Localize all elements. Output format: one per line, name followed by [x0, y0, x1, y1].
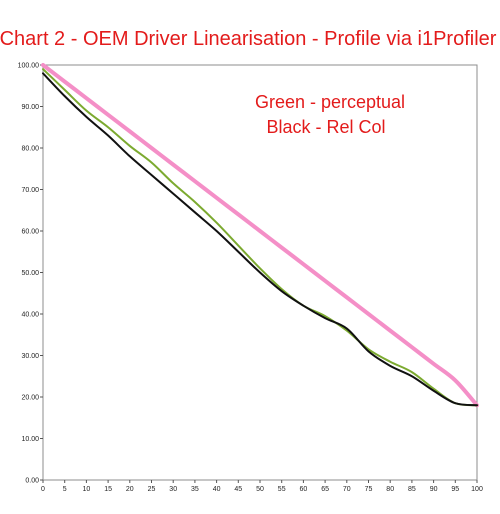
annotation-green-perceptual: Green - perceptual [255, 92, 405, 112]
x-tick-label: 75 [365, 486, 373, 493]
x-tick-label: 85 [408, 486, 416, 493]
x-tick-label: 5 [63, 486, 67, 493]
y-tick-label: 40.00 [21, 312, 39, 319]
y-tick-label: 0.00 [25, 478, 39, 485]
y-tick-label: 80.00 [21, 146, 39, 153]
series-line-perceptual [42, 68, 478, 407]
y-tick-label: 60.00 [21, 229, 39, 236]
y-tick-label: 10.00 [21, 436, 39, 443]
x-tick-label: 20 [126, 486, 134, 493]
y-tick-label: 90.00 [21, 104, 39, 111]
annotation-black-rel-col: Black - Rel Col [266, 117, 385, 137]
y-tick-label: 50.00 [21, 270, 39, 277]
plot-area: 0.00 10.00 20.00 30.00 40.00 50.00 60.00 70.00 8… [18, 63, 483, 494]
x-tick-label: 70 [343, 486, 351, 493]
x-tick-label: 0 [41, 486, 45, 493]
x-tick-label: 60 [300, 486, 308, 493]
series-line-reference [41, 63, 479, 408]
x-tick-label: 65 [321, 486, 329, 493]
y-tick-label: 100.00 [18, 63, 40, 70]
x-tick-label: 50 [256, 486, 264, 493]
x-tick-label: 25 [148, 486, 156, 493]
x-tick-label: 80 [386, 486, 394, 493]
y-tick-label: 30.00 [21, 353, 39, 360]
series-line-rel-col [42, 72, 478, 407]
x-tick-label: 30 [169, 486, 177, 493]
y-tick-label: 70.00 [21, 187, 39, 194]
x-tick-label: 55 [278, 486, 286, 493]
chart-title: Chart 2 - OEM Driver Linearisation - Pro… [0, 28, 497, 50]
x-tick-label: 35 [191, 486, 199, 493]
x-tick-label: 90 [430, 486, 438, 493]
x-tick-label: 15 [104, 486, 112, 493]
x-tick-label: 10 [83, 486, 91, 493]
x-tick-label: 100 [471, 486, 483, 493]
x-tick-label: 45 [234, 486, 242, 493]
x-tick-label: 95 [451, 486, 459, 493]
y-tick-label: 20.00 [21, 395, 39, 402]
x-tick-label: 40 [213, 486, 221, 493]
